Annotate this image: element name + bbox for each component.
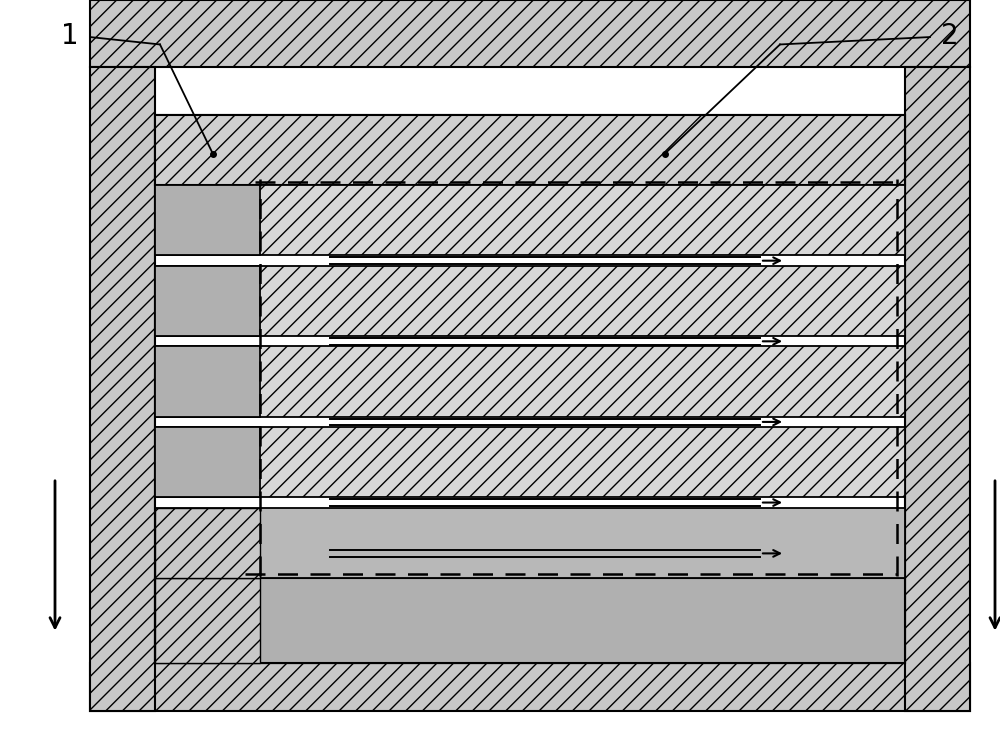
Bar	[90, 67, 155, 711]
Bar	[155, 347, 905, 416]
Bar	[155, 508, 905, 578]
Bar	[155, 427, 260, 497]
Bar	[155, 427, 905, 497]
Bar	[155, 508, 260, 578]
Bar	[90, 0, 970, 67]
Text: 2: 2	[941, 22, 959, 50]
Bar	[155, 185, 905, 256]
Bar	[155, 266, 905, 336]
Bar	[155, 266, 260, 336]
Bar	[155, 185, 260, 256]
Bar	[155, 347, 260, 416]
Bar	[155, 115, 905, 663]
Bar	[155, 578, 905, 663]
Text: 1: 1	[61, 22, 79, 50]
Bar	[905, 67, 970, 711]
Bar	[155, 578, 260, 663]
Bar	[90, 663, 970, 711]
Bar	[155, 115, 905, 185]
